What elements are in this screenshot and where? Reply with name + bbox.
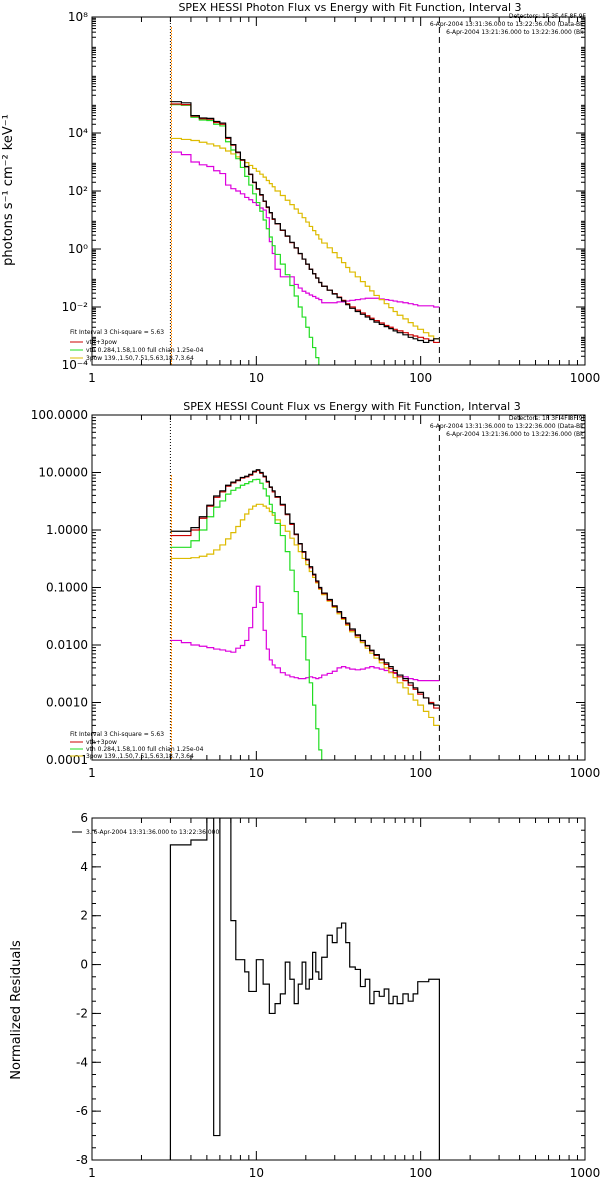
legend-label-nonthermal: 3pow 139.,1.50,7.51,5.63,18.7,3.64 bbox=[86, 753, 194, 760]
series-nonthermal-line bbox=[170, 503, 440, 726]
y-tick-label: 10⁴ bbox=[68, 126, 88, 140]
y-tick-label: -6 bbox=[76, 1104, 88, 1118]
residuals-legend: 3. 6-Apr-2004 13:31:36.000 to 13:22:36.0… bbox=[72, 829, 219, 836]
y-tick-label: 10⁻⁴ bbox=[62, 358, 89, 372]
series-thermal-line bbox=[170, 478, 323, 760]
photon-flux-y-axis-label: photons s⁻¹ cm⁻² keV⁻¹ bbox=[1, 114, 16, 266]
legend-label-total: vth+3pow bbox=[86, 339, 117, 346]
y-tick-label: -4 bbox=[76, 1055, 88, 1069]
background-time-label: 6-Apr-2004 13:21:36.000 to 13:22:36.000 … bbox=[446, 29, 586, 36]
y-tick-label: -8 bbox=[76, 1153, 88, 1167]
count-flux-panel: SPEX HESSI Count Flux vs Energy with Fit… bbox=[31, 400, 600, 780]
y-tick-label: 10.0000 bbox=[38, 466, 88, 480]
y-tick-label: 0.0001 bbox=[46, 753, 88, 767]
count-flux-header: Detectors: 1F 3F 4F 8F 9F 6-Apr-2004 13:… bbox=[430, 415, 587, 438]
legend-label-total: vth+3pow bbox=[86, 739, 117, 746]
data-time-label: 6-Apr-2004 13:31:36.000 to 13:22:36.000 … bbox=[430, 21, 586, 28]
x-tick-label: 1000 bbox=[570, 371, 600, 385]
x-tick-label: 1 bbox=[88, 1166, 96, 1180]
x-tick-label: 100 bbox=[409, 766, 432, 780]
x-tick-label: 1000 bbox=[570, 766, 600, 780]
x-tick-label: 1000 bbox=[570, 1166, 600, 1180]
residuals-plot-area: 1 10 100 1000 -8 -6 -4 -2 0 2 4 6 bbox=[76, 811, 600, 1180]
y-tick-label: 0.0100 bbox=[46, 638, 88, 652]
series-background-line bbox=[170, 151, 440, 308]
background-time-label: 6-Apr-2004 13:21:36.000 to 13:22:36.000 … bbox=[446, 431, 586, 438]
y-tick-label: 100.0000 bbox=[31, 408, 88, 422]
x-tick-label: 100 bbox=[409, 371, 432, 385]
detectors-label: Detectors: 1F 3F 4F 8F 9F bbox=[509, 415, 587, 422]
residuals-y-axis-label: Normalized Residuals bbox=[9, 940, 24, 1080]
y-tick-label: 10⁰ bbox=[68, 242, 88, 256]
count-flux-plot-area: 1 10 100 1000 0.0001 0.0010 0.0100 0.1000 1.0000… bbox=[31, 408, 600, 780]
photon-flux-panel: SPEX HESSI Photon Flux vs Energy with Fi… bbox=[1, 1, 600, 385]
y-tick-label: 0 bbox=[80, 958, 88, 972]
series-data-line bbox=[170, 469, 440, 706]
series-thermal-line bbox=[170, 104, 320, 365]
fit-interval-label: Fit Interval 3 Chi-square = 5.63 bbox=[70, 731, 164, 738]
legend-label-thermal: vth 0.284,1.58,1.00 full chian 1.25e-04 bbox=[86, 347, 204, 354]
residuals-legend-label: 3. 6-Apr-2004 13:31:36.000 to 13:22:36.0… bbox=[86, 829, 219, 836]
y-tick-label: -2 bbox=[76, 1006, 88, 1020]
data-time-label: 6-Apr-2004 13:31:36.000 to 13:22:36.000 … bbox=[430, 423, 586, 430]
legend-label-nonthermal: 3pow 139.,1.50,7.51,5.63,18.7,3.64 bbox=[86, 355, 194, 362]
fit-interval-label: Fit Interval 3 Chi-square = 5.63 bbox=[70, 329, 164, 336]
y-tick-label: 0.0010 bbox=[46, 696, 88, 710]
x-tick-label: 10 bbox=[249, 371, 264, 385]
photon-flux-fit-legend: Fit Interval 3 Chi-square = 5.63 vth+3po… bbox=[70, 329, 204, 362]
y-tick-label: 1.0000 bbox=[46, 523, 88, 537]
photon-flux-plot-area: 1 10 100 1000 10⁻⁴ 10⁻² 10⁰ 10² 10⁴ 10⁸ bbox=[62, 10, 600, 385]
x-tick-label: 10 bbox=[249, 766, 264, 780]
x-tick-label: 10 bbox=[249, 1166, 264, 1180]
count-flux-title: SPEX HESSI Count Flux vs Energy with Fit… bbox=[183, 400, 520, 413]
count-flux-fit-legend: Fit Interval 3 Chi-square = 5.63 vth+3po… bbox=[70, 731, 204, 760]
y-tick-label: 4 bbox=[80, 860, 88, 874]
x-tick-label: 1 bbox=[88, 766, 96, 780]
residuals-panel: Normalized Residuals 1 10 100 1000 -8 -6 -4 -2 0… bbox=[9, 811, 600, 1180]
x-tick-label: 1 bbox=[88, 371, 96, 385]
y-tick-label: 10⁸ bbox=[68, 10, 88, 24]
y-tick-label: 0.1000 bbox=[46, 581, 88, 595]
y-tick-label: 10² bbox=[68, 184, 88, 198]
photon-flux-title: SPEX HESSI Photon Flux vs Energy with Fi… bbox=[178, 1, 521, 14]
series-data-line bbox=[169, 818, 440, 1160]
legend-label-thermal: vth 0.284,1.58,1.00 full chian 1.25e-04 bbox=[86, 746, 204, 753]
series-background-line bbox=[170, 585, 440, 682]
y-tick-label: 2 bbox=[80, 909, 88, 923]
y-tick-label: 10⁻² bbox=[62, 300, 89, 314]
series-data-line bbox=[170, 101, 440, 344]
series-nonthermal-line bbox=[170, 137, 440, 340]
y-tick-label: 6 bbox=[80, 811, 88, 825]
x-tick-label: 100 bbox=[409, 1166, 432, 1180]
